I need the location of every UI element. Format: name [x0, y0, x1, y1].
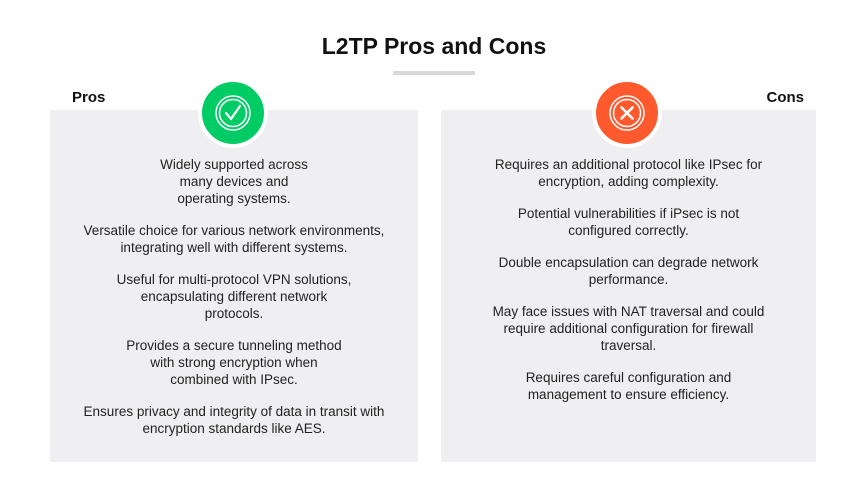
pros-list: Widely supported across many devices and…: [50, 156, 418, 452]
cons-item: Potential vulnerabilities if iPsec is no…: [517, 206, 740, 238]
cons-item: May face issues with NAT traversal and c…: [492, 304, 765, 353]
cons-item: Requires an additional protocol like IPs…: [494, 157, 763, 189]
pros-item: Widely supported across many devices and…: [160, 157, 308, 206]
x-circle-icon: [592, 78, 662, 148]
pros-item: Useful for multi-protocol VPN solutions,…: [116, 272, 352, 321]
pros-label: Pros: [72, 89, 106, 106]
cons-list: Requires an additional protocol like IPs…: [441, 156, 816, 418]
cons-item: Requires careful configuration and manag…: [525, 370, 732, 402]
cons-panel: Requires an additional protocol like IPs…: [441, 110, 816, 462]
pros-item: Versatile choice for various network env…: [83, 223, 385, 255]
pros-item: Ensures privacy and integrity of data in…: [83, 404, 385, 436]
cons-item: Double encapsulation can degrade network…: [498, 255, 759, 287]
cons-label: Cons: [766, 89, 805, 106]
pros-panel: Widely supported across many devices and…: [50, 110, 418, 462]
title-underline: [393, 71, 475, 75]
page-title: L2TP Pros and Cons: [321, 33, 547, 59]
pros-item: Provides a secure tunneling method with …: [126, 338, 342, 387]
check-circle-icon: [198, 78, 268, 148]
